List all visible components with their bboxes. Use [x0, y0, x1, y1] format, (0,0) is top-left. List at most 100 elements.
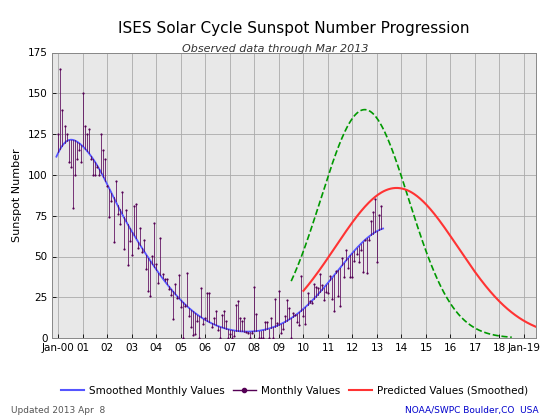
Point	[54, 131, 63, 137]
Point	[307, 299, 316, 306]
Point	[219, 307, 228, 314]
Point	[360, 236, 369, 243]
Point	[131, 200, 140, 207]
Point	[246, 335, 255, 341]
Point	[130, 203, 139, 210]
Text: NOAA/SWPC Boulder,CO  USA: NOAA/SWPC Boulder,CO USA	[405, 406, 539, 415]
Point	[362, 270, 371, 277]
Point	[138, 248, 146, 255]
Point	[158, 270, 167, 277]
Point	[320, 297, 328, 303]
Point	[95, 171, 103, 178]
Point	[99, 147, 108, 154]
Point	[172, 294, 181, 301]
Point	[314, 284, 322, 291]
Point	[297, 273, 306, 280]
Point	[156, 235, 165, 242]
Point	[303, 289, 312, 296]
Point	[136, 225, 145, 232]
Point	[85, 126, 94, 133]
Point	[274, 288, 283, 295]
Point	[358, 269, 367, 276]
Point	[252, 311, 261, 318]
Point	[366, 218, 375, 225]
Point	[323, 290, 332, 297]
Point	[66, 163, 75, 170]
Point	[271, 295, 279, 302]
Point	[344, 265, 353, 271]
Point	[228, 335, 236, 341]
Point	[105, 214, 114, 220]
Point	[242, 328, 251, 335]
Point	[244, 330, 252, 336]
Point	[258, 335, 267, 341]
Point	[322, 289, 331, 296]
Point	[295, 322, 304, 328]
Point	[340, 273, 349, 280]
Point	[285, 305, 294, 312]
Point	[93, 163, 102, 170]
Point	[346, 274, 355, 281]
Point	[185, 312, 194, 319]
Point	[140, 237, 148, 244]
Point	[229, 333, 238, 340]
Point	[352, 250, 361, 257]
Point	[280, 312, 289, 319]
Point	[80, 123, 89, 129]
Point	[199, 321, 208, 328]
Point	[60, 123, 69, 129]
Point	[291, 312, 300, 318]
Point	[222, 317, 230, 324]
Point	[262, 318, 271, 325]
Point	[234, 298, 243, 304]
Point	[186, 324, 195, 331]
Y-axis label: Sunspot Number: Sunspot Number	[12, 149, 22, 242]
Point	[179, 335, 188, 341]
Point	[305, 297, 314, 304]
Point	[365, 237, 373, 244]
Point	[164, 286, 173, 292]
Point	[152, 261, 161, 268]
Point	[283, 297, 292, 303]
Point	[58, 106, 67, 113]
Point	[213, 326, 222, 333]
Point	[168, 316, 177, 323]
Point	[223, 335, 232, 341]
Point	[146, 293, 155, 299]
Point	[73, 155, 81, 162]
Point	[134, 245, 142, 252]
Point	[91, 171, 100, 178]
Point	[109, 239, 118, 245]
Point	[125, 238, 134, 244]
Point	[336, 302, 345, 309]
Point	[277, 330, 285, 336]
Point	[332, 268, 340, 274]
Point	[254, 334, 263, 341]
Point	[111, 177, 120, 184]
Point	[338, 255, 346, 261]
Point	[240, 315, 249, 322]
Point	[265, 335, 273, 341]
Point	[116, 220, 124, 227]
Point	[89, 171, 97, 178]
Point	[177, 304, 185, 311]
Point	[193, 317, 202, 324]
Point	[342, 247, 351, 254]
Point	[236, 315, 245, 322]
Point	[238, 318, 246, 324]
Text: Updated 2013 Apr  8: Updated 2013 Apr 8	[11, 406, 105, 415]
Point	[201, 315, 210, 321]
Point	[150, 219, 159, 226]
Point	[317, 281, 326, 288]
Point	[197, 285, 206, 291]
Point	[148, 253, 157, 260]
Point	[170, 281, 179, 287]
Point	[372, 258, 381, 265]
Point	[62, 131, 71, 137]
Point	[311, 284, 320, 291]
Point	[101, 155, 110, 162]
Point	[354, 259, 363, 266]
Point	[68, 204, 77, 211]
Point	[356, 246, 365, 253]
Point	[207, 324, 216, 331]
